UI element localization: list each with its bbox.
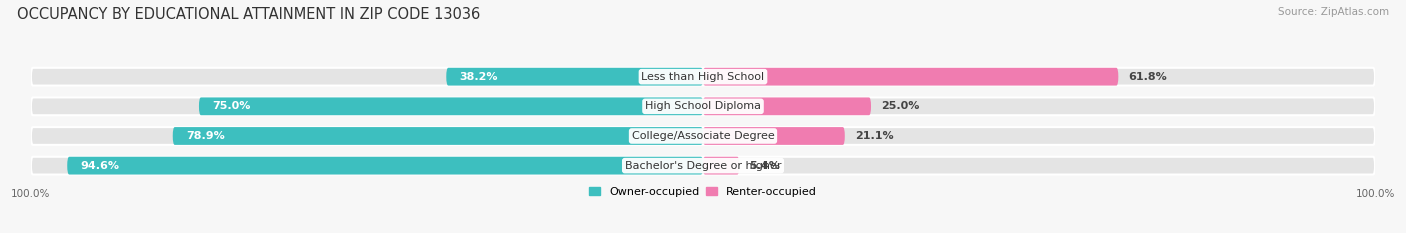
- Text: OCCUPANCY BY EDUCATIONAL ATTAINMENT IN ZIP CODE 13036: OCCUPANCY BY EDUCATIONAL ATTAINMENT IN Z…: [17, 7, 479, 22]
- Text: High School Diploma: High School Diploma: [645, 101, 761, 111]
- FancyBboxPatch shape: [703, 68, 1118, 86]
- FancyBboxPatch shape: [31, 68, 1375, 86]
- Text: 78.9%: 78.9%: [186, 131, 225, 141]
- Text: 21.1%: 21.1%: [855, 131, 893, 141]
- FancyBboxPatch shape: [703, 157, 740, 175]
- Text: Less than High School: Less than High School: [641, 72, 765, 82]
- Text: 94.6%: 94.6%: [80, 161, 120, 171]
- Text: 25.0%: 25.0%: [882, 101, 920, 111]
- FancyBboxPatch shape: [31, 157, 1375, 175]
- Text: Bachelor's Degree or higher: Bachelor's Degree or higher: [624, 161, 782, 171]
- Text: 75.0%: 75.0%: [212, 101, 250, 111]
- FancyBboxPatch shape: [67, 157, 703, 175]
- FancyBboxPatch shape: [173, 127, 703, 145]
- FancyBboxPatch shape: [31, 97, 1375, 115]
- Legend: Owner-occupied, Renter-occupied: Owner-occupied, Renter-occupied: [589, 186, 817, 196]
- Text: Source: ZipAtlas.com: Source: ZipAtlas.com: [1278, 7, 1389, 17]
- FancyBboxPatch shape: [703, 127, 845, 145]
- FancyBboxPatch shape: [200, 97, 703, 115]
- Text: 61.8%: 61.8%: [1129, 72, 1167, 82]
- Text: 38.2%: 38.2%: [460, 72, 498, 82]
- FancyBboxPatch shape: [703, 97, 870, 115]
- Text: College/Associate Degree: College/Associate Degree: [631, 131, 775, 141]
- FancyBboxPatch shape: [446, 68, 703, 86]
- FancyBboxPatch shape: [31, 127, 1375, 145]
- Text: 5.4%: 5.4%: [749, 161, 780, 171]
